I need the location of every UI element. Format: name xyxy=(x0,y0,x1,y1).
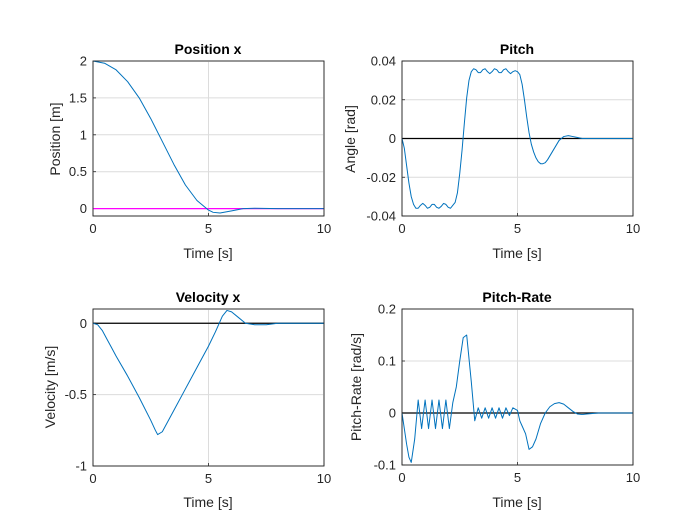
x-axis-label: Time [s] xyxy=(183,494,232,510)
axes-border xyxy=(401,308,634,466)
x-axis-label: Time [s] xyxy=(492,494,541,510)
axes-border xyxy=(92,308,325,467)
y-tick-label: -0.02 xyxy=(366,170,396,185)
y-tick-label: 1.5 xyxy=(69,90,87,105)
x-tick-label: 10 xyxy=(626,221,640,236)
series-line xyxy=(401,68,633,209)
y-tick-label: 0.02 xyxy=(371,92,396,107)
y-tick-label: -1 xyxy=(75,459,87,474)
chart-title: Position x xyxy=(175,41,242,57)
y-axis-label: Velocity [m/s] xyxy=(42,346,58,428)
y-tick-label: -0.1 xyxy=(374,458,396,473)
subplot-pitch: 0 5 10 -0.04 -0.02 0 0.02 0.04 Pitch Time [s] A… xyxy=(342,41,640,261)
y-tick-label: 0.1 xyxy=(378,354,396,369)
series-line xyxy=(92,309,324,436)
axes-border xyxy=(92,60,325,217)
x-tick-label: 5 xyxy=(205,471,212,486)
chart-title: Velocity x xyxy=(176,289,241,305)
x-tick-label: 0 xyxy=(398,470,405,485)
y-tick-label: 0.04 xyxy=(371,54,396,69)
y-tick-label: 0 xyxy=(80,316,87,331)
chart-title: Pitch-Rate xyxy=(482,289,551,305)
y-tick-label: -0.04 xyxy=(366,209,396,224)
subplot-pitch-rate: 0 5 10-0.100.10.2 Pitch-Rate Time [s] Pitc… xyxy=(348,289,640,510)
y-axis-label: Pitch-Rate [rad/s] xyxy=(348,333,364,441)
chart-title: Pitch xyxy=(500,41,534,57)
y-tick-label: 0.2 xyxy=(378,302,396,317)
x-axis-label: Time [s] xyxy=(183,245,232,261)
x-axis-label: Time [s] xyxy=(492,245,541,261)
subplot-position-x: 0 5 10 0 0.5 1 1.5 2 Position x Time [s] Positi… xyxy=(47,41,331,261)
x-tick-label: 0 xyxy=(89,221,96,236)
x-tick-label: 5 xyxy=(205,221,212,236)
series-line xyxy=(92,60,324,214)
y-tick-label: 0 xyxy=(389,406,396,421)
y-tick-label: 1 xyxy=(80,127,87,142)
x-tick-label: 10 xyxy=(317,221,331,236)
axes-border xyxy=(401,60,634,217)
y-tick-label: 0 xyxy=(80,201,87,216)
x-tick-label: 5 xyxy=(514,470,521,485)
x-tick-label: 10 xyxy=(317,471,331,486)
subplot-velocity-x: 0 5 10 -1 -0.5 0 Velocity x Time [s] Velocity… xyxy=(42,289,331,510)
x-tick-label: 0 xyxy=(398,221,405,236)
y-tick-label: 0.5 xyxy=(69,164,87,179)
y-tick-label: -0.5 xyxy=(65,387,87,402)
x-tick-label: 10 xyxy=(626,470,640,485)
y-axis-label: Position [m] xyxy=(47,102,63,175)
x-tick-label: 5 xyxy=(514,221,521,236)
y-axis-label: Angle [rad] xyxy=(342,105,358,173)
y-tick-label: 2 xyxy=(80,54,87,69)
y-tick-label: 0 xyxy=(389,131,396,146)
x-tick-label: 0 xyxy=(89,471,96,486)
series-line xyxy=(401,334,633,463)
